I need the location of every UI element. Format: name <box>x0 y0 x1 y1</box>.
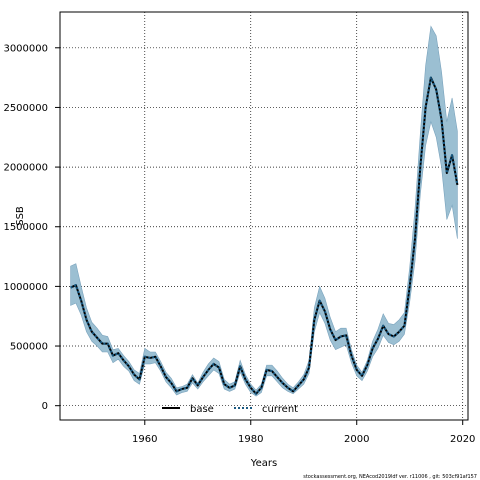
series-line-current <box>70 76 459 395</box>
y-tick-label: 0 <box>42 401 48 412</box>
legend-current-label: current <box>262 404 298 415</box>
grid-lines <box>60 12 468 420</box>
y-tick-label: 1500000 <box>3 222 48 233</box>
y-tick-label: 1000000 <box>3 282 48 293</box>
x-tick-label: 2000 <box>344 434 369 445</box>
confidence-band <box>70 25 458 397</box>
y-tick-label: 2000000 <box>3 163 48 174</box>
x-tick-label: 1980 <box>238 434 263 445</box>
footer-credit: stockassessment.org, NEAcod2019ldf ver. … <box>303 474 477 480</box>
y-axis-label: SSB <box>15 206 26 226</box>
x-tick-label: 1960 <box>132 434 157 445</box>
series-layer <box>70 76 459 395</box>
legend: base current <box>162 404 298 415</box>
plot-frame <box>59 11 469 421</box>
y-tick-label: 3000000 <box>3 43 48 54</box>
x-axis-label: Years <box>250 458 277 469</box>
y-tick-label: 500000 <box>10 342 48 353</box>
legend-base-label: base <box>190 404 214 415</box>
y-tick-label: 2500000 <box>3 103 48 114</box>
x-tick-label: 2020 <box>450 434 475 445</box>
confidence-band-layer <box>70 25 458 397</box>
y-axis: 0 500000 1000000 1500000 2000000 2500000 30000… <box>3 43 60 412</box>
x-axis: 1960 1980 2000 2020 <box>132 420 475 445</box>
